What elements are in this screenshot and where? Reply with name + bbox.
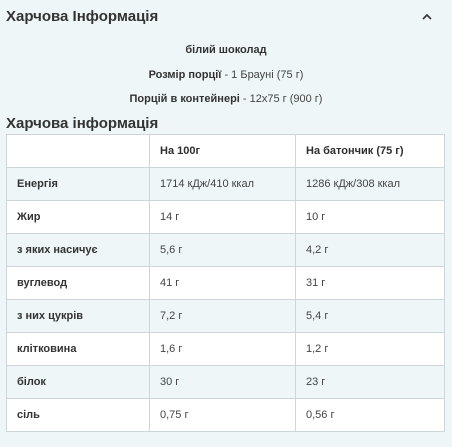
table-row: Енергія 1714 кДж/410 ккал 1286 кДж/308 к… [6, 167, 445, 201]
serving-size-value: - 1 Брауні (75 г) [224, 69, 304, 81]
serving-size-line: Розмір порції - 1 Брауні (75 г) [0, 69, 452, 81]
nutrient-name: клітковина [6, 332, 150, 366]
nutrition-table: На 100г На батончик (75 г) Енергія 1714 … [6, 134, 445, 432]
value-per-bar: 4,2 г [295, 233, 445, 267]
column-header [6, 134, 150, 168]
servings-per-container-label: Порцій в контейнері [129, 93, 240, 105]
table-row: з них цукрів 7,2 г 5,4 г [6, 299, 445, 333]
table-row: Жир 14 г 10 г [6, 200, 445, 234]
value-per-100g: 0,75 г [149, 398, 296, 432]
table-row: вуглевод 41 г 31 г [6, 266, 445, 300]
nutrient-name: вуглевод [6, 266, 150, 300]
table-row: білок 30 г 23 г [6, 365, 445, 399]
value-per-100g: 7,2 г [149, 299, 296, 333]
nutrient-name: сіль [6, 398, 150, 432]
value-per-bar: 31 г [295, 266, 445, 300]
value-per-bar: 5,4 г [295, 299, 445, 333]
product-flavor: білий шоколад [0, 44, 452, 56]
accordion-header[interactable]: Харчова Інформація [0, 0, 452, 34]
servings-per-container-line: Порцій в контейнері - 12x75 г (900 г) [0, 93, 452, 105]
nutrient-name: з них цукрів [6, 299, 150, 333]
flavor-text: білий шоколад [185, 44, 267, 56]
value-per-100g: 5,6 г [149, 233, 296, 267]
nutrient-name: Жир [6, 200, 150, 234]
value-per-bar: 10 г [295, 200, 445, 234]
value-per-bar: 1286 кДж/308 ккал [295, 167, 445, 201]
value-per-100g: 41 г [149, 266, 296, 300]
value-per-bar: 23 г [295, 365, 445, 399]
value-per-100g: 30 г [149, 365, 296, 399]
table-header-row: На 100г На батончик (75 г) [6, 134, 445, 168]
table-row: з яких насичує 5,6 г 4,2 г [6, 233, 445, 267]
table-row: клітковина 1,6 г 1,2 г [6, 332, 445, 366]
value-per-bar: 0,56 г [295, 398, 445, 432]
value-per-100g: 14 г [149, 200, 296, 234]
column-header: На батончик (75 г) [295, 134, 445, 168]
chevron-up-icon[interactable] [420, 10, 434, 24]
value-per-100g: 1,6 г [149, 332, 296, 366]
column-header: На 100г [149, 134, 296, 168]
value-per-100g: 1714 кДж/410 ккал [149, 167, 296, 201]
value-per-bar: 1,2 г [295, 332, 445, 366]
table-row: сіль 0,75 г 0,56 г [6, 398, 445, 432]
nutrient-name: Енергія [6, 167, 150, 201]
serving-size-label: Розмір порції [148, 69, 222, 81]
nutrient-name: з яких насичує [6, 233, 150, 267]
servings-per-container-value: - 12x75 г (900 г) [242, 93, 323, 105]
nutrient-name: білок [6, 365, 150, 399]
accordion-title: Харчова Інформація [6, 8, 159, 25]
nutrition-section-title: Харчова інформація [6, 115, 159, 132]
